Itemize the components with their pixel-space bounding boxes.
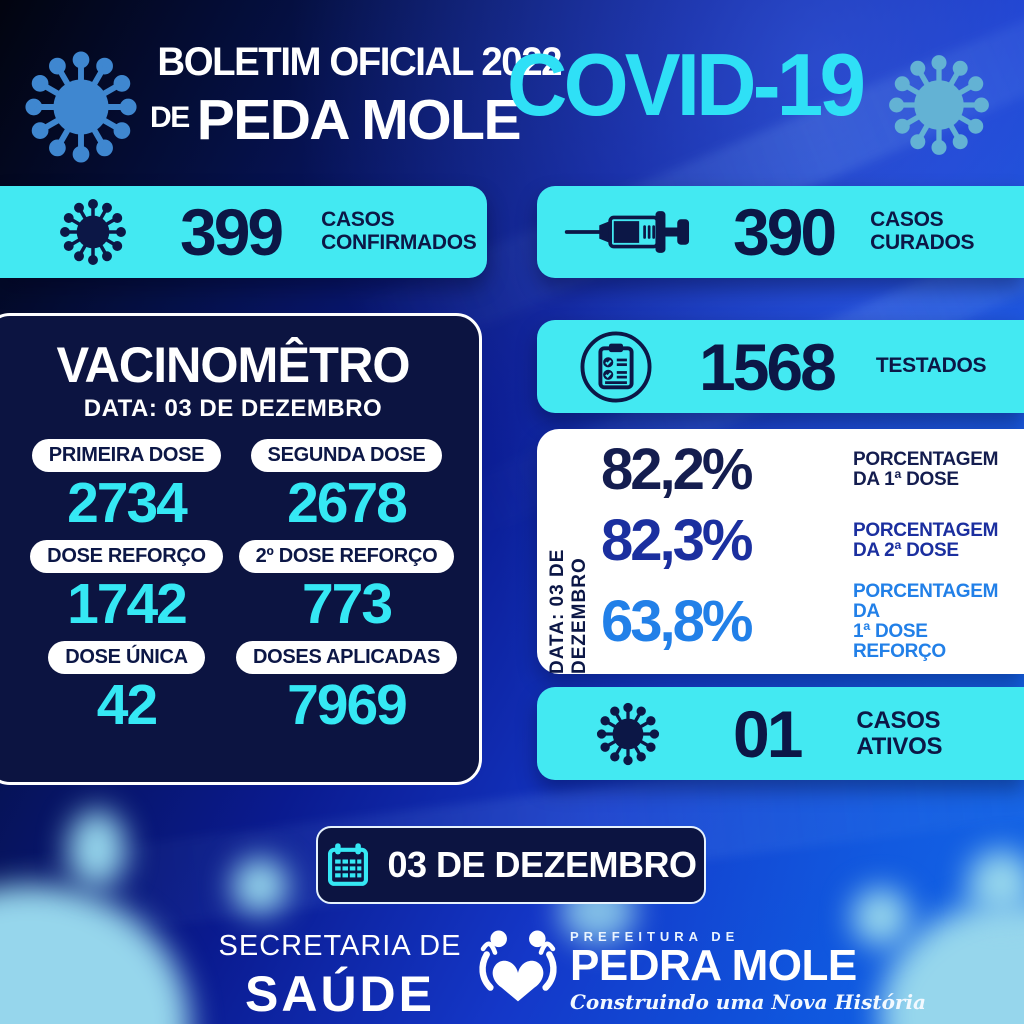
vacinometro-date: DATA: 03 DE DEZEMBRO: [83, 395, 383, 422]
doses-aplicadas-value: 7969: [287, 672, 408, 737]
percentages-date-side-label: DATA: 03 DE DEZEMBRO: [547, 548, 590, 674]
blurred-virus-decoration: [232, 858, 288, 914]
pct-first-dose-value: 82,2%: [601, 437, 753, 503]
dose-segunda-label: SEGUNDA DOSE: [250, 439, 443, 472]
dose-segundo-reforco-value: 773: [301, 571, 393, 636]
clipboard-checklist-icon: [577, 328, 655, 406]
percentage-row-second-dose: 82,3% PORCENTAGEM DA 2ª DOSE: [601, 507, 1014, 573]
virus-icon: [22, 48, 140, 166]
logo-text: PREFEITURA DE PEDRA MOLE Construindo uma…: [570, 929, 926, 1014]
percentage-row-booster-dose: 63,8% PORCENTAGEM DA 1ª DOSE REFORÇO: [601, 582, 1014, 662]
dose-grid: PRIMEIRA DOSE 2734 SEGUNDA DOSE 2678 DOS…: [25, 439, 457, 737]
date-badge: 03 DE DEZEMBRO: [316, 826, 706, 904]
secretaria-line1: SECRETARIA DE: [218, 930, 462, 962]
blurred-virus-decoration: [0, 885, 190, 1024]
bulletin-title-line2: DE PEDA MOLE: [150, 87, 522, 153]
calendar-icon: [325, 842, 371, 888]
virus-icon: [58, 197, 128, 267]
secretaria-line2: SAÚDE: [244, 966, 436, 1022]
dose-unica: DOSE ÚNICA 42: [25, 640, 228, 738]
bulletin-title-de: DE: [150, 101, 190, 134]
pct-second-dose-label-line2: DA 2ª DOSE: [853, 539, 959, 561]
pct-booster-label: PORCENTAGEM DA 1ª DOSE REFORÇO: [853, 582, 1014, 662]
dose-reforco-value: 1742: [67, 571, 188, 636]
confirmed-label-line2: CONFIRMADOS: [321, 231, 477, 254]
pct-second-dose-label: PORCENTAGEM DA 2ª DOSE: [853, 519, 999, 561]
dose-segundo-reforco: 2º DOSE REFORÇO 773: [236, 539, 457, 637]
dose-segunda-value: 2678: [287, 471, 408, 535]
prefeitura-pedra-mole-logo: PREFEITURA DE PEDRA MOLE Construindo uma…: [472, 925, 926, 1017]
logo-tagline: Construindo uma Nova História: [570, 989, 927, 1014]
date-badge-label: 03 DE DEZEMBRO: [387, 844, 697, 885]
doses-aplicadas-label: DOSES APLICADAS: [235, 640, 457, 674]
confirmed-cases-card: 399 CASOS CONFIRMADOS: [0, 186, 487, 278]
pct-first-dose-label-line1: PORCENTAGEM: [853, 449, 999, 471]
percentages-rows: 82,2% PORCENTAGEM DA 1ª DOSE 82,3% PORCE…: [601, 435, 1014, 668]
covid-19-title: COVID-19: [507, 35, 866, 134]
cured-cases-card: 390 CASOS CURADOS: [537, 186, 1024, 278]
cured-label-line1: CASOS: [870, 208, 944, 232]
pct-booster-label-line1: PORCENTAGEM DA: [853, 581, 999, 622]
bulletin-title-city: PEDA MOLE: [196, 88, 522, 152]
confirmed-cases-value: 399: [180, 195, 284, 269]
people-heart-logo-icon: [472, 925, 564, 1017]
secretaria-de-saude: SECRETARIA DE SAÚDE: [170, 930, 510, 1023]
pct-second-dose-label-line1: PORCENTAGEM: [853, 519, 999, 541]
dose-primeira-label: PRIMEIRA DOSE: [31, 439, 222, 472]
blurred-virus-decoration: [68, 810, 126, 888]
percentage-row-first-dose: 82,2% PORCENTAGEM DA 1ª DOSE: [601, 441, 1014, 499]
pct-first-dose-label: PORCENTAGEM DA 1ª DOSE: [853, 450, 998, 490]
doses-aplicadas: DOSES APLICADAS 7969: [235, 640, 457, 738]
dose-segundo-reforco-label: 2º DOSE REFORÇO: [238, 539, 455, 573]
confirmed-label-line1: CASOS: [321, 208, 395, 232]
cured-label-line2: CURADOS: [870, 231, 975, 254]
percentages-card: DATA: 03 DE DEZEMBRO 82,2% PORCENTAGEM D…: [537, 429, 1024, 674]
pct-second-dose-value: 82,3%: [601, 507, 753, 573]
syringe-icon: [563, 204, 699, 260]
confirmed-cases-label: CASOS CONFIRMADOS: [321, 208, 477, 254]
vacinometro-panel: VACINOMÊTRO DATA: 03 DE DEZEMBRO PRIMEIR…: [0, 313, 482, 785]
blurred-virus-decoration: [968, 850, 1024, 916]
dose-reforco-label: DOSE REFORÇO: [30, 539, 223, 573]
bulletin-title-line1: BOLETIM OFICIAL 2022: [157, 40, 562, 84]
dose-unica-value: 42: [96, 672, 158, 737]
active-cases-card: 01 CASOS ATIVOS: [537, 687, 1024, 780]
pct-first-dose-label-line2: DA 1ª DOSE: [853, 469, 959, 491]
dose-unica-label: DOSE ÚNICA: [48, 640, 205, 674]
cured-cases-label: CASOS CURADOS: [870, 209, 974, 254]
logo-prefeitura-de: PREFEITURA DE: [570, 928, 740, 944]
vacinometro-title: VACINOMÊTRO: [56, 337, 410, 393]
logo-city-name: PEDRA MOLE: [570, 940, 857, 990]
dose-segunda: SEGUNDA DOSE 2678: [236, 439, 457, 536]
virus-icon: [886, 52, 992, 158]
tested-value: 1568: [699, 329, 837, 404]
active-cases-label: CASOS ATIVOS: [856, 706, 943, 760]
bulletin-title: BOLETIM OFICIAL 2022 DE PEDA MOLE: [150, 40, 562, 153]
active-cases-value: 01: [733, 696, 803, 771]
dose-reforco: DOSE REFORÇO 1742: [25, 539, 228, 637]
pct-booster-label-line2: 1ª DOSE REFORÇO: [853, 620, 946, 662]
dose-primeira-value: 2734: [67, 471, 188, 535]
pct-booster-value: 63,8%: [601, 588, 753, 654]
tested-card: 1568 TESTADOS: [537, 320, 1024, 413]
virus-icon: [595, 701, 661, 767]
tested-label: TESTADOS: [875, 354, 987, 378]
cured-cases-value: 390: [733, 195, 837, 269]
dose-primeira: PRIMEIRA DOSE 2734: [25, 439, 228, 536]
